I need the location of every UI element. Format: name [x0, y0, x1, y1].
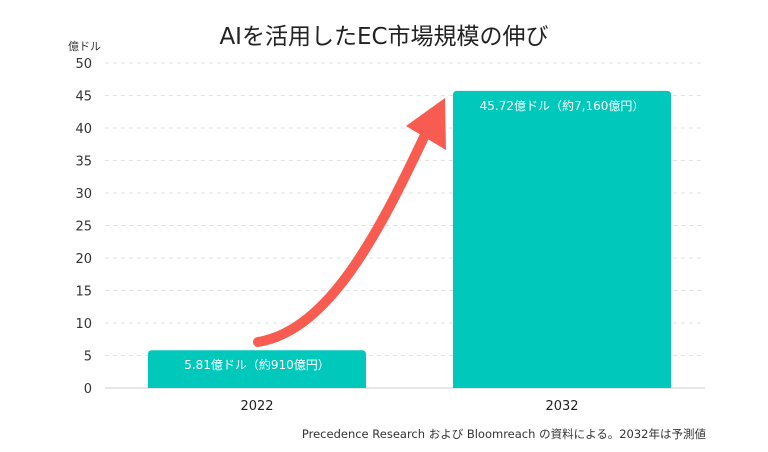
y-tick-label: 0 — [84, 382, 92, 397]
y-tick-label: 5 — [84, 350, 92, 365]
bar-2032 — [453, 90, 671, 388]
y-axis-label: 億ドル — [68, 40, 101, 53]
source-note: Precedence Research および Bloomreach の資料によ… — [302, 427, 707, 441]
y-tick-label: 25 — [75, 220, 92, 235]
y-tick-label: 15 — [75, 285, 92, 300]
arrow-head — [406, 98, 446, 150]
y-tick-label: 10 — [75, 317, 92, 332]
y-tick-label: 45 — [75, 90, 92, 105]
x-tick-label: 2022 — [240, 399, 273, 414]
y-tick-label: 30 — [75, 187, 92, 202]
bar-data-label: 5.81億ドル（約910億円） — [184, 357, 330, 372]
y-tick-label: 40 — [75, 122, 92, 137]
chart-title: AIを活用したEC市場規模の伸び — [219, 24, 548, 50]
bar-data-label: 45.72億ドル（約7,160億円） — [480, 98, 645, 113]
x-tick-label: 2032 — [545, 399, 578, 414]
growth-arrow — [253, 130, 430, 347]
y-tick-label: 35 — [75, 155, 92, 170]
y-tick-label: 50 — [75, 57, 92, 72]
y-tick-label: 20 — [75, 252, 92, 267]
bar-2022 — [148, 350, 366, 388]
